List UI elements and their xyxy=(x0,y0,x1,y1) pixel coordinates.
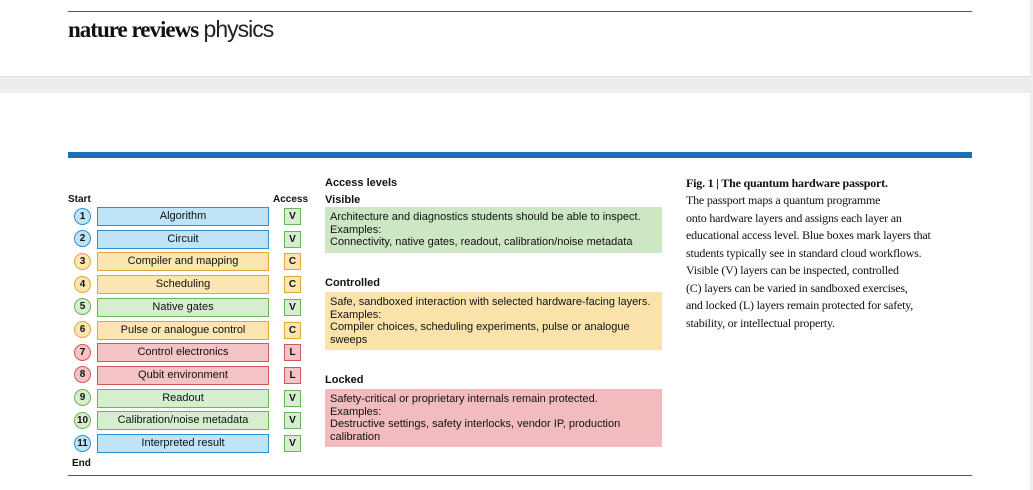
level-text: Architecture and diagnostics students sh… xyxy=(330,211,641,223)
layer-number: 3 xyxy=(74,252,91,270)
layer-box: Circuit xyxy=(97,229,269,249)
layer-number: 11 xyxy=(74,434,91,452)
brand: nature reviews physics xyxy=(68,16,275,43)
level-text: Safe, sandboxed interaction with selecte… xyxy=(330,296,651,308)
level-name: Visible xyxy=(325,194,361,206)
level-text: Connectivity, native gates, readout, cal… xyxy=(330,236,633,248)
brand-light: physics xyxy=(203,16,275,42)
access-box: V xyxy=(284,412,301,430)
caption-line: and locked (L) layers remain protected f… xyxy=(686,298,914,312)
layer-number: 2 xyxy=(74,230,91,248)
caption-line: (C) layers can be varied in sandboxed ex… xyxy=(686,280,908,295)
access-box: L xyxy=(284,366,301,384)
level-name: Locked xyxy=(325,374,364,386)
layer-number: 1 xyxy=(74,207,91,225)
layer-box: Native gates xyxy=(97,297,269,317)
header-rule xyxy=(68,11,972,12)
level-text: Destructive settings, safety interlocks,… xyxy=(330,418,621,443)
access-box: V xyxy=(284,389,301,407)
level-box: Safe, sandboxed interaction with selecte… xyxy=(325,292,662,350)
layer-box: Control electronics xyxy=(97,343,269,363)
scroll-edge xyxy=(1030,0,1033,490)
level-name: Controlled xyxy=(325,277,380,289)
access-label: Access xyxy=(273,194,309,205)
layer-box: Qubit environment xyxy=(97,365,269,385)
layer-box: Algorithm xyxy=(97,207,269,226)
figure-bar xyxy=(68,152,972,158)
access-box: L xyxy=(284,344,301,362)
caption-line: onto hardware layers and assigns each la… xyxy=(686,210,902,225)
caption-line: The passport maps a quantum programme xyxy=(686,193,881,207)
layer-box: Compiler and mapping xyxy=(97,252,269,272)
end-label: End xyxy=(72,458,91,469)
access-box: V xyxy=(284,230,301,248)
bottom-rule xyxy=(68,475,972,476)
access-box: C xyxy=(284,321,301,339)
caption-title: Fig. 1 | The quantum hardware passport. xyxy=(686,176,888,190)
layer-number: 6 xyxy=(74,321,91,338)
brand-bold: nature reviews xyxy=(68,17,199,42)
caption-line: stability, or intellectual property. xyxy=(686,315,835,330)
header: nature reviews physics xyxy=(0,0,1033,76)
layer-number: 9 xyxy=(74,389,91,407)
layer-number: 5 xyxy=(74,298,91,316)
layer-number: 10 xyxy=(74,411,91,429)
level-text: Examples: xyxy=(330,223,382,236)
level-text: Compiler choices, scheduling experiments… xyxy=(330,321,630,346)
layer-box: Calibration/noise metadata xyxy=(97,411,269,431)
level-box: Architecture and diagnostics students sh… xyxy=(325,207,662,253)
access-box: C xyxy=(284,253,301,271)
layer-number: 4 xyxy=(74,275,91,293)
start-label: Start xyxy=(68,194,91,205)
caption-line: Visible (V) layers can be inspected, con… xyxy=(686,263,899,277)
layer-box: Scheduling xyxy=(97,275,269,295)
level-text: Examples: xyxy=(330,405,382,418)
caption-line: educational access level. Blue boxes mar… xyxy=(686,228,931,242)
layer-number: 7 xyxy=(74,343,91,361)
caption-line: students typically see in standard cloud… xyxy=(686,245,922,260)
access-box: C xyxy=(284,276,301,294)
access-box: V xyxy=(284,435,301,452)
access-box: V xyxy=(284,298,301,316)
layer-box: Pulse or analogue control xyxy=(97,320,269,340)
layer-number: 8 xyxy=(74,366,91,384)
header-band xyxy=(0,76,1033,93)
access-box: V xyxy=(284,208,301,225)
levels-title: Access levels xyxy=(325,177,398,189)
level-text: Examples: xyxy=(330,308,382,321)
layer-box: Interpreted result xyxy=(97,434,269,453)
level-box: Safety-critical or proprietary internals… xyxy=(325,389,662,447)
layer-box: Readout xyxy=(97,388,269,408)
level-text: Safety-critical or proprietary internals… xyxy=(330,393,598,405)
